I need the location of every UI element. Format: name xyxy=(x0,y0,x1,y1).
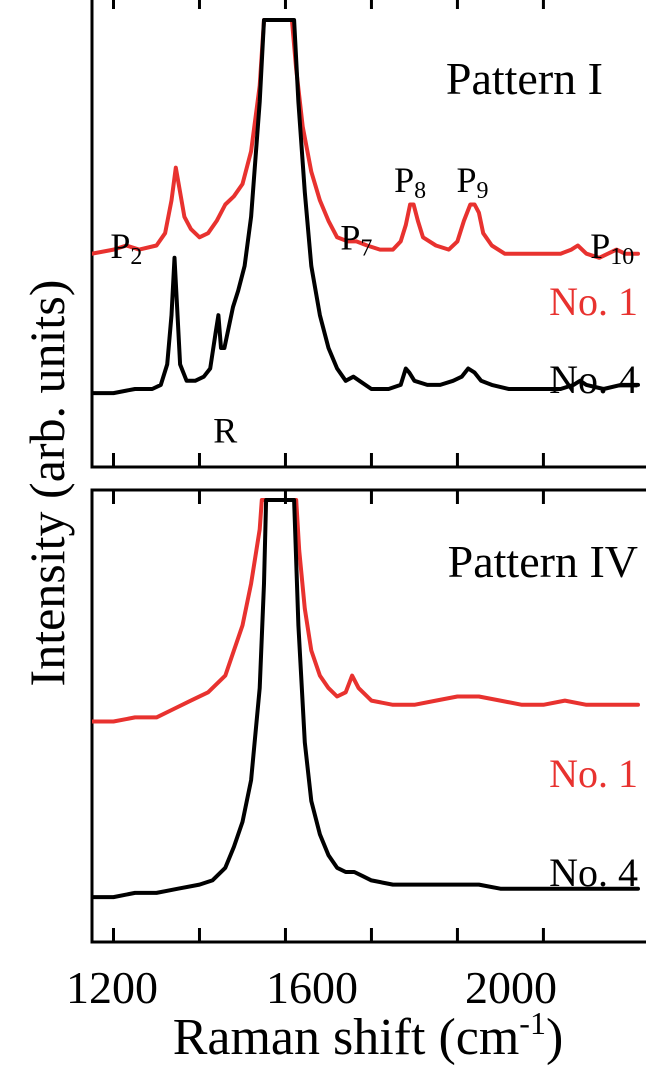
series-line-no1 xyxy=(92,18,640,260)
legend-label-no4: No. 4 xyxy=(549,850,638,895)
legend-label-no1: No. 1 xyxy=(549,751,638,796)
series-lines xyxy=(92,18,640,396)
peak-label: P7 xyxy=(340,218,372,262)
y-axis-label: Intensity (arb. units) xyxy=(19,280,75,687)
x-axis-label-end: ) xyxy=(546,1009,563,1066)
x-axis-label-main: Raman shift (cm xyxy=(173,1009,520,1066)
x-tick-label: 1600 xyxy=(266,962,358,1013)
series-line-no1 xyxy=(92,498,640,724)
peak-label: R xyxy=(213,410,237,450)
peak-label: P10 xyxy=(590,226,634,270)
series-line-no4 xyxy=(92,498,640,900)
x-ticks xyxy=(111,490,545,942)
peak-labels: P2 P7 P8 P9 P10 R xyxy=(110,160,634,450)
series-line-no4 xyxy=(92,18,640,396)
x-axis-label-sup: -1 xyxy=(519,1005,546,1041)
panel-title: Pattern I xyxy=(446,53,603,104)
x-axis-label: Raman shift (cm-1) xyxy=(173,1005,564,1066)
x-ticks xyxy=(111,0,545,467)
x-tick-labels: 1200 1600 2000 xyxy=(66,962,557,1013)
panel-pattern-iv: Pattern IV No. 1 No. 4 xyxy=(90,488,646,944)
panel-pattern-i: P2 P7 P8 P9 P10 R Pattern I No. 1 No. 4 xyxy=(90,0,646,469)
panel-title: Pattern IV xyxy=(448,536,638,587)
legend-label-no4: No. 4 xyxy=(549,357,638,402)
peak-label: P8 xyxy=(394,160,426,204)
x-tick-label: 1200 xyxy=(66,962,158,1013)
peak-label: P9 xyxy=(456,160,488,204)
series-lines xyxy=(92,498,640,900)
x-tick-label: 2000 xyxy=(465,962,557,1013)
peak-label: P2 xyxy=(110,226,142,270)
legend-label-no1: No. 1 xyxy=(549,279,638,324)
